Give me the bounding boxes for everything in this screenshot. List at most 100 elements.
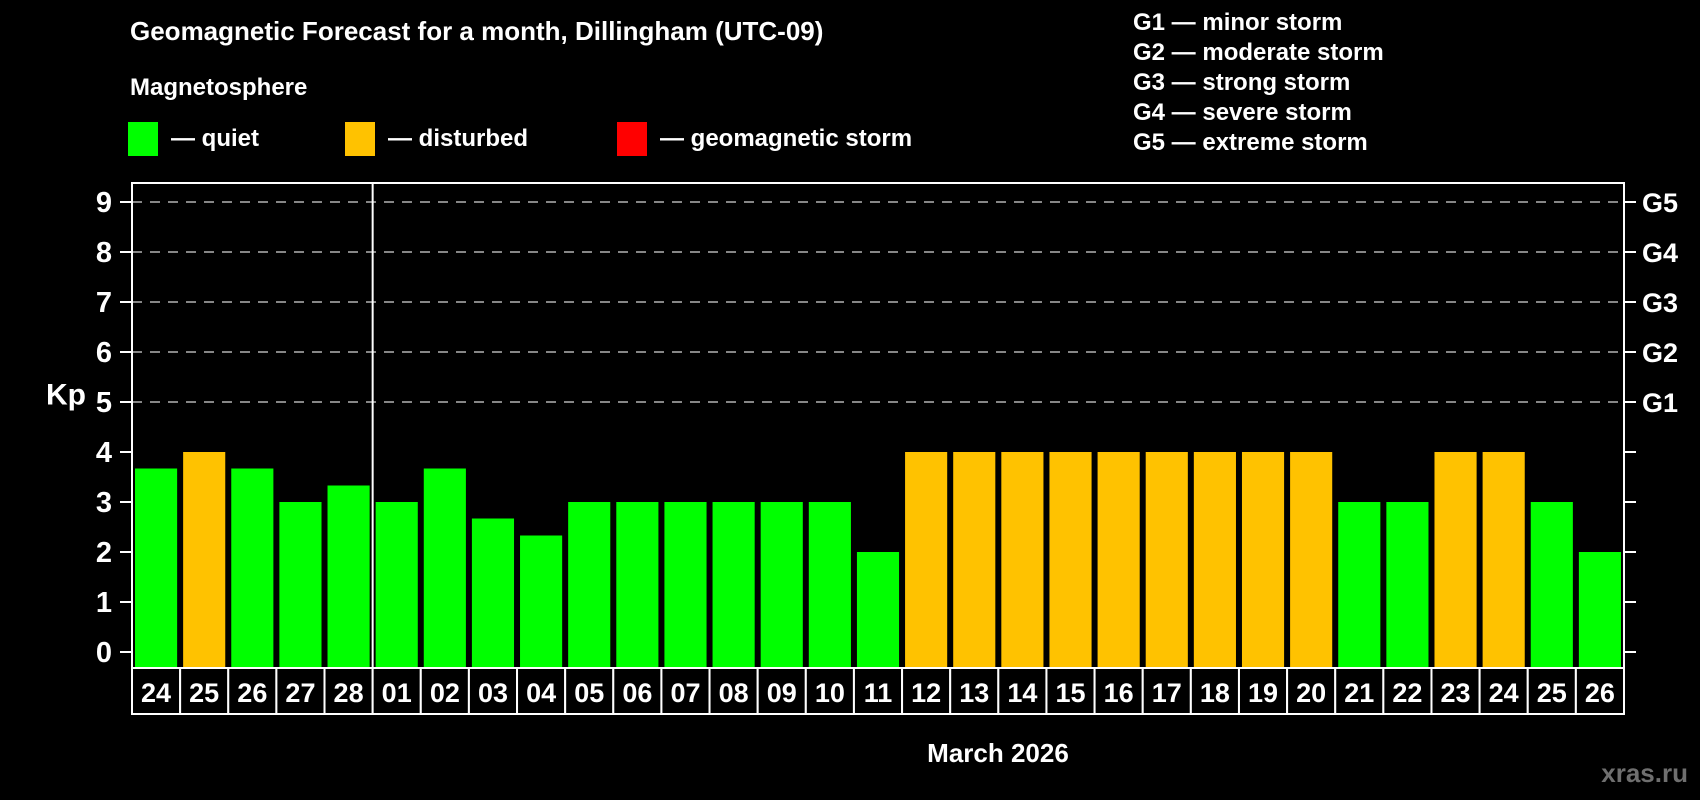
kp-bar-11 [856, 552, 900, 668]
y-tick-label-1: 1 [96, 587, 112, 619]
x-tick-label-04: 04 [526, 678, 556, 708]
x-label-cell [756, 667, 807, 715]
storm-scale-legend-line: G4 — severe storm [1133, 99, 1352, 126]
kp-bar-14 [1001, 452, 1044, 668]
x-tick-label-09: 09 [767, 678, 797, 708]
x-tick-label-21: 21 [1344, 678, 1374, 708]
g-axis-label-G4: G4 [1642, 238, 1678, 268]
x-tick-label-24: 24 [1489, 678, 1519, 708]
x-tick-label-11: 11 [864, 678, 893, 708]
x-tick-label-23: 23 [1441, 678, 1471, 708]
storm-scale-legend-line: G2 — moderate storm [1133, 39, 1384, 66]
x-tick-label-08: 08 [719, 678, 749, 708]
x-tick-label-05: 05 [574, 678, 604, 708]
kp-bar-25 [183, 452, 226, 668]
g-axis-label-G3: G3 [1642, 288, 1678, 318]
x-label-cell [323, 667, 374, 715]
x-tick-label-15: 15 [1055, 678, 1085, 708]
kp-bar-21 [1338, 502, 1381, 668]
y-tick-label-9: 9 [96, 187, 112, 219]
kp-bar-18 [1193, 452, 1236, 668]
x-label-cell [1478, 667, 1529, 715]
kp-bar-10 [808, 502, 851, 668]
g-axis-label-G1: G1 [1642, 388, 1678, 418]
x-label-cell [1574, 667, 1626, 715]
x-tick-label-12: 12 [911, 678, 941, 708]
y-tick-label-4: 4 [96, 437, 112, 469]
x-label-cell [564, 667, 615, 715]
x-label-cell [1382, 667, 1433, 715]
x-label-cell [1141, 667, 1192, 715]
x-tick-label-25: 25 [189, 678, 219, 708]
x-tick-label-26: 26 [237, 678, 267, 708]
kp-bar-25 [1530, 502, 1573, 668]
x-label-cell [467, 667, 519, 715]
kp-bar-24 [1482, 452, 1525, 668]
kp-bar-15 [1049, 452, 1092, 668]
x-label-cell [1189, 667, 1240, 715]
legend-item-disturbed: — disturbed [345, 120, 528, 158]
x-label-cell [275, 667, 326, 715]
x-label-cell [1430, 667, 1481, 715]
storm-scale-legend: G1 — minor storm G2 — moderate storm G3 — … [1133, 8, 1384, 158]
x-axis-title: March 2026 [927, 738, 1069, 768]
disturbed-swatch [345, 122, 375, 156]
kp-bar-04 [520, 535, 563, 668]
legend-item-quiet: — quiet [128, 120, 259, 158]
x-label-cell [852, 667, 904, 715]
x-tick-label-27: 27 [285, 678, 315, 708]
kp-bar-19 [1241, 452, 1285, 668]
x-tick-label-22: 22 [1392, 678, 1422, 708]
x-label-cell [708, 667, 759, 715]
kp-bar-26 [231, 468, 274, 668]
x-label-cell [1286, 667, 1337, 715]
kp-bar-16 [1097, 452, 1140, 668]
kp-bar-07 [664, 502, 707, 668]
x-label-cell [419, 667, 470, 715]
storm-scale-legend-line: G3 — strong storm [1133, 69, 1351, 96]
x-label-cell [1237, 667, 1289, 715]
storm-scale-legend-line: G5 — extreme storm [1133, 129, 1368, 156]
x-tick-label-18: 18 [1200, 678, 1230, 708]
storm-scale-legend-line: G1 — minor storm [1133, 9, 1343, 36]
kp-bar-13 [953, 452, 996, 668]
x-tick-label-25: 25 [1537, 678, 1567, 708]
x-tick-label-07: 07 [670, 678, 700, 708]
x-tick-label-01: 01 [382, 678, 412, 708]
kp-bar-24 [135, 468, 178, 668]
x-tick-label-17: 17 [1152, 678, 1182, 708]
legend-label-disturbed: — disturbed [388, 125, 529, 152]
kp-bar-17 [1145, 452, 1188, 668]
kp-bar-12 [905, 452, 948, 668]
x-tick-label-02: 02 [430, 678, 460, 708]
x-tick-label-03: 03 [478, 678, 508, 708]
y-tick-label-2: 2 [96, 537, 112, 569]
x-tick-label-06: 06 [622, 678, 652, 708]
kp-bar-28 [327, 485, 370, 668]
x-tick-label-19: 19 [1248, 678, 1278, 708]
x-tick-label-20: 20 [1296, 678, 1326, 708]
quiet-swatch [128, 122, 158, 156]
x-tick-label-14: 14 [1007, 678, 1037, 708]
x-label-cell [1526, 667, 1577, 715]
kp-bar-06 [616, 502, 659, 668]
x-tick-label-10: 10 [815, 678, 845, 708]
legend-label-storm: — geomagnetic storm [660, 125, 913, 152]
kp-bar-09 [760, 502, 803, 668]
x-tick-label-26: 26 [1585, 678, 1615, 708]
legend-item-storm: — geomagnetic storm [617, 120, 912, 158]
x-label-cell [804, 667, 855, 715]
legend-label-quiet: — quiet [171, 125, 259, 152]
kp-bar-22 [1386, 502, 1429, 668]
x-tick-label-16: 16 [1104, 678, 1134, 708]
kp-bar-27 [279, 502, 322, 668]
y-tick-label-0: 0 [96, 637, 112, 669]
y-tick-label-8: 8 [96, 237, 112, 269]
y-tick-label-5: 5 [96, 387, 112, 419]
magnetosphere-label: Magnetosphere [130, 74, 308, 101]
kp-bar-23 [1434, 452, 1477, 668]
kp-bar-08 [712, 502, 755, 668]
y-axis-title: Kp [46, 379, 86, 412]
